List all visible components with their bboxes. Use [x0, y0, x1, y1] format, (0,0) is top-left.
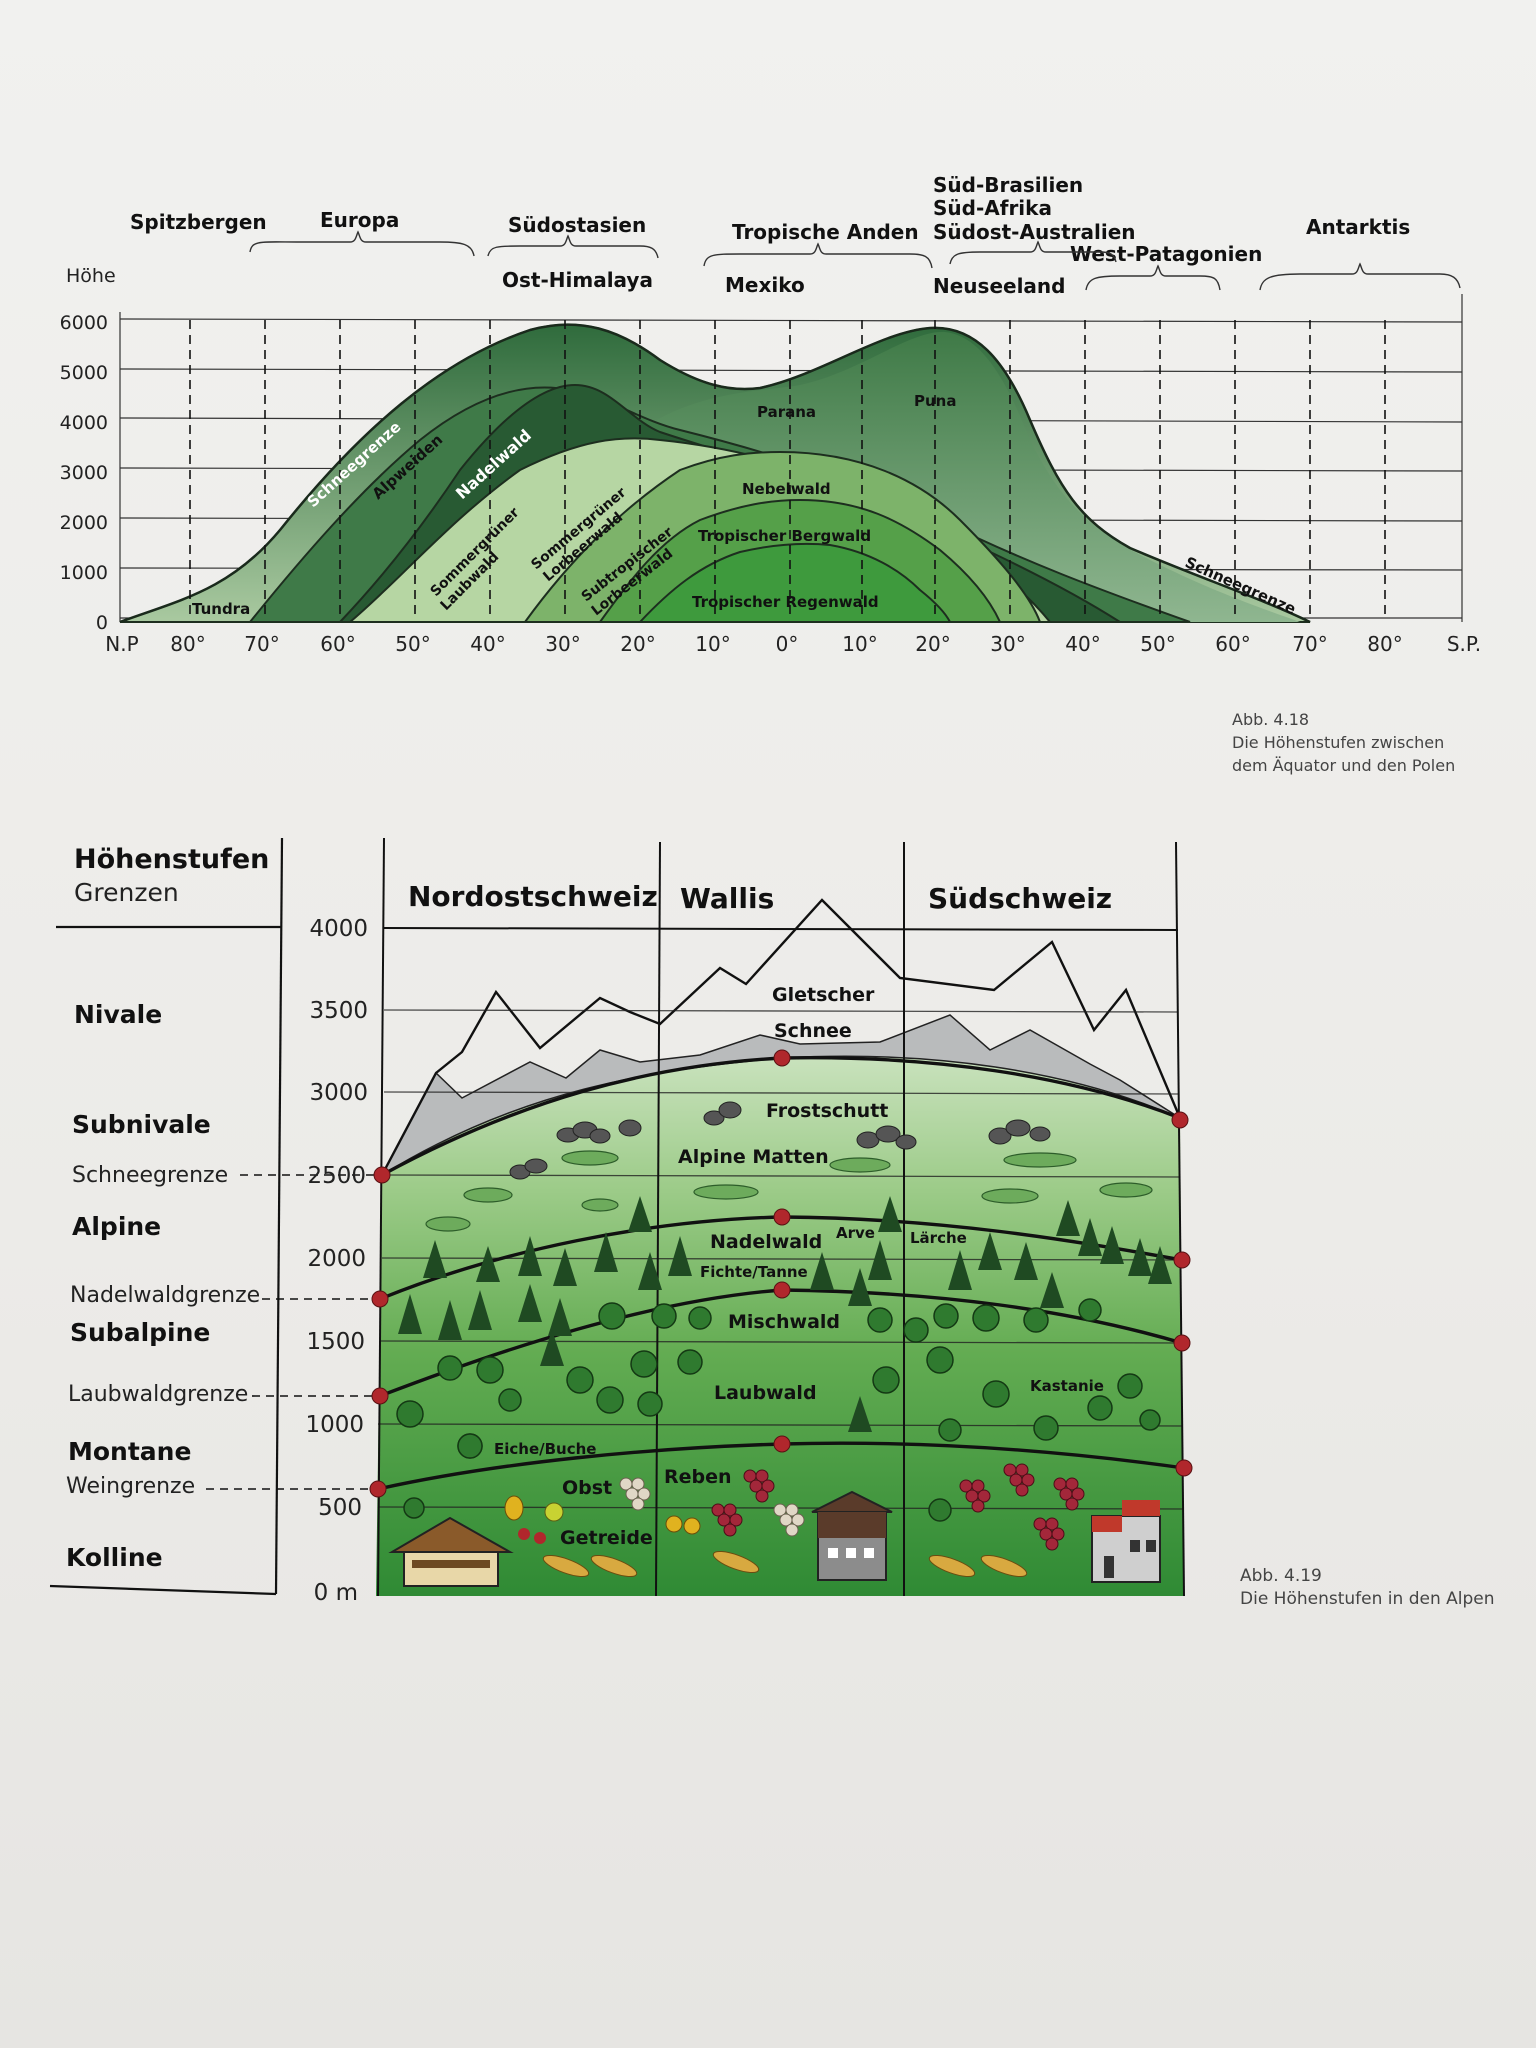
x-tick: 50° [1140, 632, 1175, 656]
zone-regenwald [637, 542, 952, 623]
caption-line: Abb. 4.18 [1232, 710, 1310, 729]
x-tick: N.P [105, 632, 138, 656]
x-tick: 80° [1367, 632, 1402, 656]
y-tick: 5000 [60, 362, 108, 384]
zone-label-tundra: Tundra [192, 600, 250, 618]
fig1-y-axis-label: Höhe [66, 265, 116, 287]
zone-label-parana: Parana [757, 403, 816, 421]
zone-label-nebelwald: Nebelwald [742, 480, 831, 498]
region-antarktis: Antarktis [1306, 215, 1410, 239]
zone-label-tropischer-regenwald: Tropischer Regenwald [692, 593, 879, 611]
zone-label-puna: Puna [914, 392, 956, 410]
region-suedost-australien: Südost-Australien [933, 220, 1136, 244]
x-tick: 60° [1215, 632, 1250, 656]
caption-line: Die Höhenstufen in den Alpen [1240, 1589, 1495, 1609]
region-mexiko: Mexiko [725, 273, 805, 297]
x-tick: 60° [320, 632, 355, 656]
x-tick: 70° [1292, 632, 1327, 656]
caption-line: dem Äquator und den Polen [1232, 756, 1456, 775]
x-tick: 30° [990, 632, 1025, 656]
region-spitzbergen: Spitzbergen [130, 210, 267, 234]
x-tick: 10° [842, 632, 877, 656]
region-neuseeland: Neuseeland [933, 274, 1065, 298]
y-tick: 2000 [60, 512, 108, 534]
y-tick: 1000 [60, 562, 108, 584]
x-tick: 0° [776, 632, 799, 656]
fig1-braces [249, 230, 1461, 291]
caption-line: Die Höhenstufen zwischen [1232, 733, 1445, 752]
x-tick: 80° [170, 632, 205, 656]
region-west-patagonien: West-Patagonien [1070, 242, 1262, 266]
x-tick: 20° [620, 632, 655, 656]
y-tick: 6000 [60, 312, 108, 334]
x-tick: 50° [395, 632, 430, 656]
x-tick: 40° [470, 632, 505, 656]
x-tick: 30° [545, 632, 580, 656]
caption-line: Abb. 4.19 [1240, 1566, 1322, 1586]
fig1-region-labels: Spitzbergen Europa Südostasien Ost-Himal… [130, 173, 1410, 298]
region-sued-afrika: Süd-Afrika [933, 196, 1052, 220]
region-ost-himalaya: Ost-Himalaya [502, 268, 653, 292]
x-tick: 70° [244, 632, 279, 656]
region-europa: Europa [320, 208, 399, 232]
fig2-caption: Abb. 4.19 Die Höhenstufen in den Alpen [1240, 1565, 1495, 1611]
region-suedostasien: Südostasien [508, 213, 646, 237]
x-tick: 40° [1065, 632, 1100, 656]
fig1-latitude-lines [189, 320, 1386, 616]
x-tick: S.P. [1447, 632, 1481, 656]
x-tick: 20° [915, 632, 950, 656]
region-sued-brasilien: Süd-Brasilien [933, 173, 1083, 197]
fig1-caption: Abb. 4.18 Die Höhenstufen zwischen dem Ä… [1232, 708, 1455, 777]
fig1-x-ticks: N.P 80° 70° 60° 50° 40° 30° 20° 10° 0° 1… [105, 632, 1481, 656]
region-tropische-anden: Tropische Anden [732, 220, 919, 244]
schneegrenze-line [119, 323, 1311, 624]
x-tick: 10° [695, 632, 730, 656]
fig1-y-ticks: 0 1000 2000 3000 4000 5000 6000 [60, 312, 108, 634]
fig1-zones [119, 323, 1311, 623]
y-tick: 4000 [60, 412, 108, 434]
y-tick: 3000 [60, 462, 108, 484]
zone-label-tropischer-bergwald: Tropischer Bergwald [698, 527, 871, 545]
y-tick: 0 [96, 612, 108, 634]
